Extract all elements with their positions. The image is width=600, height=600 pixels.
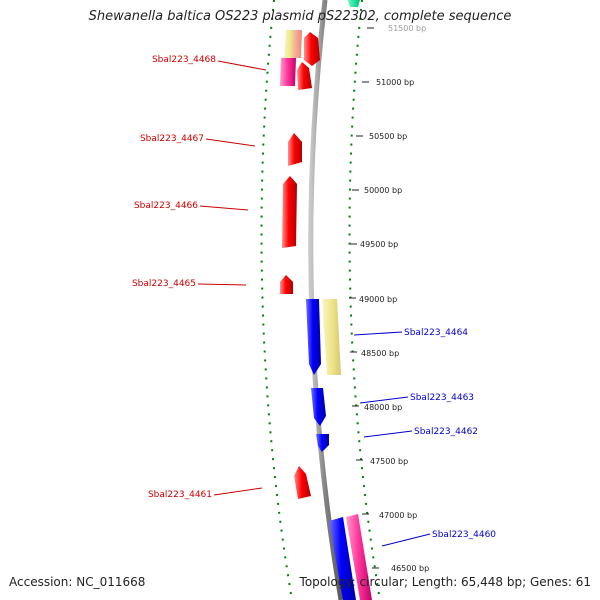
forward-features — [280, 30, 320, 499]
topology-summary: Topology: circular; Length: 65,448 bp; G… — [299, 575, 591, 589]
tick-label: 49000 bp — [359, 295, 397, 304]
outer-track-circle-left — [260, 0, 293, 600]
green-feature-top — [348, 0, 360, 7]
blue-gene-4464 — [306, 299, 321, 375]
gene-label-4461: Sbal223_4461 — [148, 490, 212, 500]
tick-label: 49500 bp — [360, 240, 398, 249]
red-gene-4468 — [297, 62, 312, 90]
red-gene-4467 — [288, 133, 302, 166]
tick-label: 46500 bp — [391, 564, 429, 573]
tick-label: 48000 bp — [364, 403, 402, 412]
red-gene-51500 — [304, 32, 320, 66]
red-gene-4466 — [282, 176, 297, 248]
forward-gene-labels: Sbal223_4468 Sbal223_4467 Sbal223_4466 S… — [132, 55, 267, 500]
accession-text: Accession: NC_011668 — [9, 575, 146, 589]
blue-gene-4463 — [311, 388, 326, 426]
pink-feature-4460 — [346, 514, 372, 600]
reverse-features — [306, 0, 372, 600]
pink-feature-51000 — [280, 58, 296, 86]
red-gene-4461 — [294, 466, 311, 499]
tick-label: 47000 bp — [379, 511, 417, 520]
khaki-feature-4464 — [322, 299, 341, 375]
gene-label-4463: Sbal223_4463 — [410, 393, 474, 403]
salmon-feature-top — [292, 30, 302, 58]
gene-label-4465: Sbal223_4465 — [132, 279, 196, 289]
gene-label-4462: Sbal223_4462 — [414, 427, 478, 437]
blue-gene-4462 — [316, 434, 329, 452]
map-title: Shewanella baltica OS223 plasmid pS22302… — [88, 9, 512, 24]
gene-label-4467: Sbal223_4467 — [140, 134, 204, 144]
tick-label: 50000 bp — [364, 186, 402, 195]
tick-label: 47500 bp — [370, 457, 408, 466]
tick-label: 48500 bp — [361, 349, 399, 358]
red-gene-4465 — [280, 275, 293, 294]
gene-label-4460: Sbal223_4460 — [432, 530, 496, 540]
tick-label: 51000 bp — [376, 78, 414, 87]
blue-gene-4460 — [329, 517, 356, 600]
gene-label-4466: Sbal223_4466 — [134, 201, 198, 211]
gene-label-4464: Sbal223_4464 — [404, 328, 468, 338]
tick-label: 51500 bp — [388, 24, 426, 33]
tick-label: 50500 bp — [369, 132, 407, 141]
scale-ticks: 51500 bp 51000 bp 50500 bp 50000 bp 4950… — [349, 24, 429, 573]
gene-label-4468: Sbal223_4468 — [152, 55, 216, 65]
reverse-gene-labels: Sbal223_4464 Sbal223_4463 Sbal223_4462 S… — [353, 328, 496, 547]
